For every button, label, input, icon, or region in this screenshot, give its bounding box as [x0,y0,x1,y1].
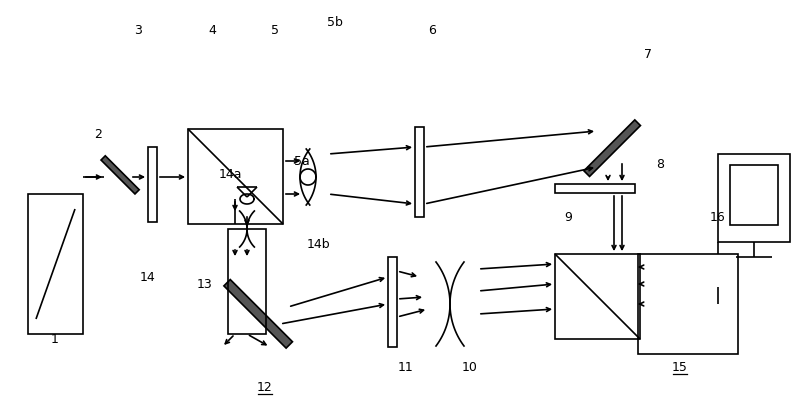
Bar [388,257,397,347]
Bar [188,130,283,225]
Text: 5b: 5b [327,16,343,28]
Text: 9: 9 [564,211,572,224]
Text: 14b: 14b [306,238,330,251]
Text: 7: 7 [644,49,652,61]
Bar [415,128,424,217]
Text: 11: 11 [398,360,414,374]
Text: 8: 8 [656,158,664,171]
Bar [638,254,738,354]
Text: 5a: 5a [294,155,310,168]
Polygon shape [101,156,139,194]
Polygon shape [584,121,641,177]
Text: 15: 15 [672,360,688,374]
Text: 6: 6 [428,23,436,36]
Text: 2: 2 [94,128,102,141]
Text: 16: 16 [710,211,726,224]
Text: 4: 4 [208,23,216,36]
Text: 5: 5 [271,23,279,36]
Text: 10: 10 [462,360,478,374]
Text: 12: 12 [257,381,273,393]
Bar [555,184,635,194]
Text: 13: 13 [197,278,213,291]
Bar [148,148,157,223]
Text: 3: 3 [134,23,142,36]
Bar [718,155,790,242]
Polygon shape [224,280,293,348]
Text: 14: 14 [140,271,156,284]
Bar [228,229,266,334]
Bar [555,254,640,339]
Text: 1: 1 [51,333,59,346]
Bar [730,166,778,225]
Bar [28,194,83,334]
Text: 14a: 14a [218,168,242,181]
